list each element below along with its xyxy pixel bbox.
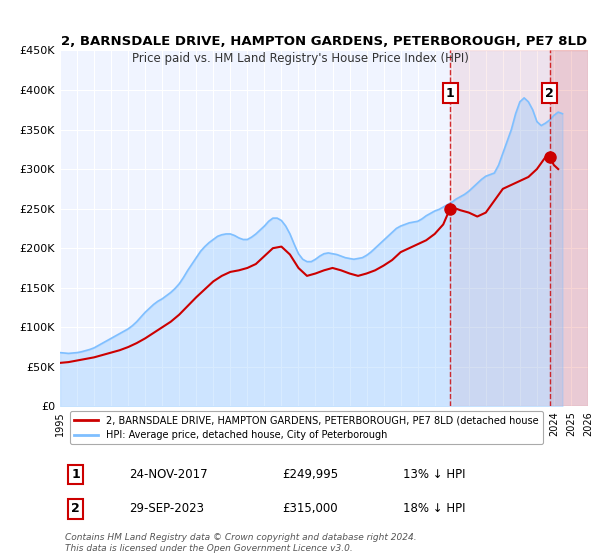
Text: 2: 2 [545, 87, 554, 100]
Text: This data is licensed under the Open Government Licence v3.0.: This data is licensed under the Open Gov… [65, 544, 353, 553]
Text: £249,995: £249,995 [282, 468, 338, 481]
Text: Price paid vs. HM Land Registry's House Price Index (HPI): Price paid vs. HM Land Registry's House … [131, 52, 469, 66]
Bar [450, 50, 588, 407]
Text: 29-SEP-2023: 29-SEP-2023 [128, 502, 203, 515]
Text: Contains HM Land Registry data © Crown copyright and database right 2024.: Contains HM Land Registry data © Crown c… [65, 533, 417, 542]
Text: 2: 2 [71, 502, 80, 515]
Text: 1: 1 [446, 87, 454, 100]
Legend: 2, BARNSDALE DRIVE, HAMPTON GARDENS, PETERBOROUGH, PE7 8LD (detached house, HPI:: 2, BARNSDALE DRIVE, HAMPTON GARDENS, PET… [70, 411, 542, 444]
Text: 13% ↓ HPI: 13% ↓ HPI [403, 468, 466, 481]
Text: 24-NOV-2017: 24-NOV-2017 [128, 468, 207, 481]
Bar [550, 50, 588, 407]
Text: 1: 1 [71, 468, 80, 481]
Title: 2, BARNSDALE DRIVE, HAMPTON GARDENS, PETERBOROUGH, PE7 8LD: 2, BARNSDALE DRIVE, HAMPTON GARDENS, PET… [61, 35, 587, 48]
Text: 18% ↓ HPI: 18% ↓ HPI [403, 502, 466, 515]
Text: £315,000: £315,000 [282, 502, 337, 515]
